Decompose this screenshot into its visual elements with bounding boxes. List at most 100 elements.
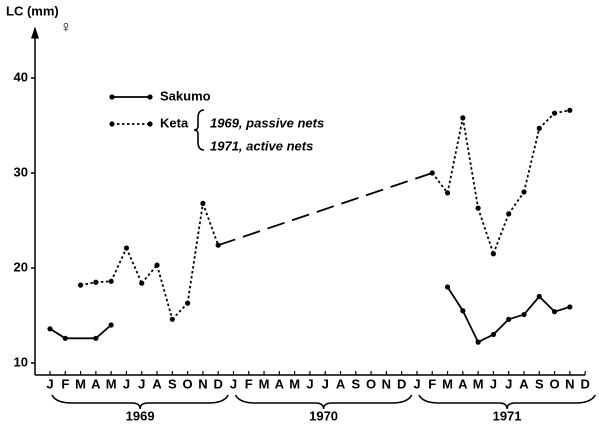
y-tick-label: 30 [14, 164, 28, 179]
data-point [567, 304, 573, 310]
x-tick-label: O [550, 376, 560, 391]
data-point [551, 309, 558, 315]
keta-note: 1969, passive nets [210, 115, 324, 130]
series-segment [431, 172, 449, 194]
keta-note: 1971, active nets [210, 138, 313, 153]
x-tick-label: O [366, 376, 376, 391]
data-point [521, 311, 527, 318]
x-tick-label: J [505, 376, 512, 391]
data-point [77, 282, 84, 288]
x-tick-label: D [580, 376, 589, 391]
y-tick-label: 20 [14, 259, 28, 274]
x-tick-label: J [306, 376, 313, 391]
year-brace [51, 394, 229, 410]
data-point [490, 331, 497, 338]
data-point [108, 322, 114, 328]
x-tick-label: A [458, 376, 468, 391]
x-tick-label: A [275, 376, 285, 391]
data-point [506, 316, 512, 322]
year-brace [418, 394, 596, 410]
year-brace [234, 394, 413, 410]
x-tick-label: D [213, 376, 222, 391]
data-point [536, 293, 542, 300]
data-point [490, 251, 497, 257]
legend-label: Keta [160, 115, 189, 130]
data-point [460, 308, 466, 314]
year-label: 1971 [493, 408, 522, 423]
data-point [444, 190, 451, 196]
series-segment [446, 117, 464, 194]
x-tick-label: F [245, 376, 253, 391]
legend-brace [193, 109, 205, 151]
data-point [567, 107, 573, 113]
series-segment [95, 324, 112, 339]
data-point [47, 326, 53, 332]
x-tick-label: S [351, 376, 360, 391]
data-point [521, 189, 527, 195]
x-tick-label: A [336, 376, 346, 391]
x-tick-label: J [46, 376, 53, 391]
x-tick-label: M [259, 376, 270, 391]
data-point [536, 125, 542, 131]
data-point [139, 280, 145, 286]
series-segment [462, 310, 479, 343]
series-segment [507, 191, 525, 215]
data-point [93, 279, 99, 285]
series-segment [477, 333, 494, 343]
x-tick-label: D [397, 376, 406, 391]
x-tick-label: F [428, 376, 436, 391]
x-tick-label: A [152, 376, 162, 391]
data-point [444, 284, 451, 290]
series-segment [171, 302, 189, 320]
year-label: 1969 [126, 408, 155, 423]
series-segment [538, 295, 556, 313]
data-point [108, 278, 114, 284]
x-tick-label: J [490, 376, 497, 391]
series-segment [49, 328, 66, 340]
legend-point [109, 121, 115, 127]
legend-point [147, 94, 153, 100]
series-segment [186, 203, 204, 304]
series-segment [156, 264, 174, 320]
x-tick-label: M [289, 376, 300, 391]
series-segment [446, 286, 464, 312]
data-point [169, 316, 175, 322]
y-tick-label: 40 [14, 69, 28, 84]
x-tick-label: A [91, 376, 101, 391]
x-tick-label: J [413, 376, 420, 391]
x-tick-label: M [75, 376, 86, 391]
x-tick-label: M [442, 376, 453, 391]
x-tick-label: A [519, 376, 529, 391]
series-segment [477, 207, 495, 255]
data-point [123, 245, 130, 251]
x-tick-label: S [168, 376, 177, 391]
x-tick-label: M [473, 376, 484, 391]
series-segment [523, 295, 540, 316]
data-point [93, 335, 99, 341]
x-tick-label: S [535, 376, 544, 391]
y-axis-label: LC (mm) [6, 3, 59, 18]
data-point [475, 339, 481, 345]
series-segment [125, 247, 143, 284]
series-segment [202, 203, 220, 246]
x-tick-label: O [183, 376, 193, 391]
data-point [460, 115, 466, 121]
legend-label: Sakumo [160, 88, 211, 103]
x-tick-label: J [123, 376, 130, 391]
data-point [475, 205, 481, 211]
series-segment [141, 264, 158, 284]
x-tick-label: N [198, 376, 207, 391]
series-segment [492, 213, 510, 255]
data-point [62, 335, 68, 341]
x-tick-label: M [106, 376, 117, 391]
series-segment [538, 112, 556, 129]
x-tick-label: N [382, 376, 391, 391]
year-label: 1970 [309, 408, 338, 423]
data-point [154, 262, 160, 268]
sex-symbol: ♀ [60, 19, 72, 36]
data-point [551, 110, 558, 116]
data-point [215, 242, 221, 248]
data-point [429, 170, 435, 176]
